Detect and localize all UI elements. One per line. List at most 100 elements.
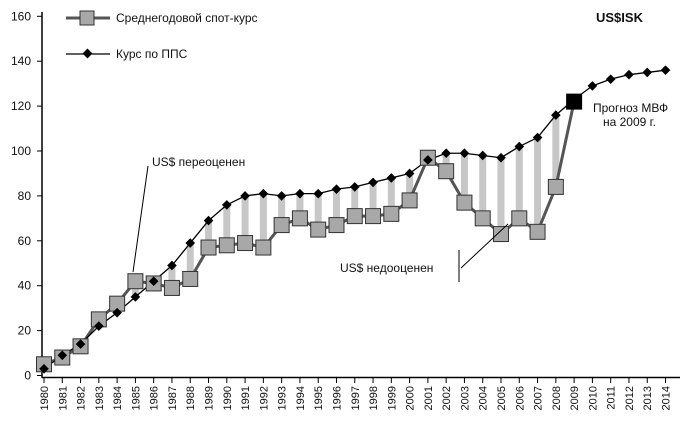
- y-tick-label: 160: [11, 9, 31, 23]
- ppp-rate-point: [130, 292, 141, 302]
- ppp-rate-point: [514, 141, 525, 152]
- x-tick-label: 1998: [368, 386, 380, 410]
- x-tick-label: 2013: [642, 386, 654, 410]
- x-tick-label: 1995: [313, 386, 325, 410]
- gap-bar: [351, 186, 359, 217]
- gap-bar: [552, 115, 560, 187]
- x-tick-label: 2012: [624, 386, 636, 410]
- x-tick-label: 2006: [514, 386, 526, 410]
- spot-rate-point: [401, 192, 418, 209]
- x-tick-label: 1994: [295, 386, 307, 410]
- x-tick-label: 2008: [551, 386, 563, 410]
- ppp-rate-point: [75, 339, 86, 349]
- spot-rate-point: [291, 210, 308, 227]
- spot-rate-point: [383, 205, 400, 222]
- forecast-point: [566, 93, 583, 110]
- x-tick-label: 2000: [405, 386, 417, 410]
- forecast-label-line1: Прогноз МВФ: [593, 101, 668, 115]
- legend: Среднегодовой спот-курс Курс по ППС: [66, 10, 258, 61]
- ppp-rate-point: [94, 321, 104, 331]
- ppp-rate-point: [532, 132, 543, 143]
- gap-bar: [369, 182, 377, 217]
- x-tick-label: 1981: [57, 386, 69, 410]
- x-tick-label: 1990: [222, 386, 234, 410]
- ppp-rate-point: [221, 200, 232, 210]
- x-tick-label: 1988: [185, 386, 197, 410]
- gap-bar: [406, 173, 414, 201]
- gap-bar: [515, 146, 523, 219]
- y-tick-label: 80: [18, 189, 32, 203]
- chart-title: US$ISK: [596, 10, 644, 25]
- x-tick-label: 2003: [459, 386, 471, 410]
- y-tick-label: 100: [11, 144, 31, 158]
- forecast-connector-line: [554, 101, 576, 188]
- gap-bar: [205, 220, 213, 248]
- gap-bar: [259, 193, 267, 248]
- ppp-rate-point: [185, 238, 196, 248]
- ppp-rate-point: [112, 307, 122, 318]
- y-tick-label: 40: [18, 279, 32, 293]
- x-tick-label: 1984: [112, 386, 124, 410]
- ppp-rate-point: [349, 182, 360, 192]
- spot-rate-point: [200, 239, 217, 256]
- ppp-rate-point: [148, 276, 159, 287]
- x-tick-label: 1992: [258, 386, 270, 410]
- spot-rate-point: [529, 223, 546, 240]
- overvalued-label: US$ переоценен: [152, 155, 245, 169]
- gap-bar: [223, 204, 231, 246]
- ppp-rate-point: [57, 350, 68, 361]
- x-tick-label: 2010: [587, 386, 599, 410]
- y-tick-label: 140: [11, 54, 31, 68]
- spot-rate-point: [127, 273, 144, 290]
- spot-rate-point: [511, 210, 528, 227]
- y-tick-label: 120: [11, 99, 31, 113]
- axes-layer: [41, 12, 680, 379]
- spot-rate-point: [547, 178, 564, 195]
- ppp-rate-point: [477, 150, 488, 161]
- spot-rate-point: [438, 163, 455, 180]
- gap-bar: [497, 157, 505, 235]
- gap-bar: [278, 195, 286, 226]
- spot-rate-point: [255, 239, 272, 256]
- gap-bar: [332, 189, 340, 226]
- gap-bar: [387, 177, 395, 214]
- spot-rate-point: [456, 194, 473, 211]
- gap-bar: [314, 193, 322, 230]
- x-tick-label: 2005: [496, 386, 508, 410]
- spot-rate-point: [493, 226, 509, 243]
- x-tick-label: 2009: [569, 386, 581, 410]
- y-tick-label: 20: [18, 324, 32, 338]
- spot-rate-point: [346, 208, 363, 225]
- ppp-rate-point: [386, 173, 397, 183]
- x-tick-label: 1993: [277, 386, 289, 410]
- ppp-rate-point: [39, 363, 49, 374]
- undervalued-pointer: [460, 223, 509, 269]
- spot-rate-point: [365, 208, 382, 225]
- overvalued-pointer: [132, 165, 149, 273]
- y-ticks-layer: 0 20 40 60 80 100 120 140 160: [11, 9, 42, 383]
- ppp-rate-point: [295, 188, 305, 199]
- y-tick-label: 60: [18, 234, 32, 248]
- legend-ppp-label: Курс по ППС: [116, 47, 188, 61]
- legend-spot-label: Среднегодовой спот-курс: [116, 11, 258, 25]
- ppp-rate-point: [203, 215, 214, 226]
- ppp-rate-point: [240, 191, 250, 201]
- x-tick-label: 1980: [39, 386, 51, 410]
- y-tick-label: 0: [24, 369, 31, 383]
- gap-bar: [186, 243, 194, 279]
- spot-rate-point: [310, 221, 327, 238]
- x-tick-label: 2007: [533, 386, 545, 410]
- legend-ppp-marker: [82, 48, 93, 59]
- gap-bars-layer: [40, 115, 560, 369]
- gap-bar: [241, 195, 249, 244]
- x-ticks-layer: 1980 1981 1982 1983 1984 1985 1986 1987 1988 1989…: [39, 378, 673, 410]
- spot-rate-point: [218, 237, 235, 254]
- spot-rate-point: [273, 217, 290, 234]
- ppp-rate-point: [331, 184, 342, 194]
- x-tick-label: 2001: [423, 386, 435, 410]
- undervalued-label: US$ недооценен: [340, 261, 433, 275]
- gap-bar: [296, 193, 304, 219]
- gap-bar: [534, 137, 542, 232]
- x-tick-label: 1989: [204, 386, 216, 410]
